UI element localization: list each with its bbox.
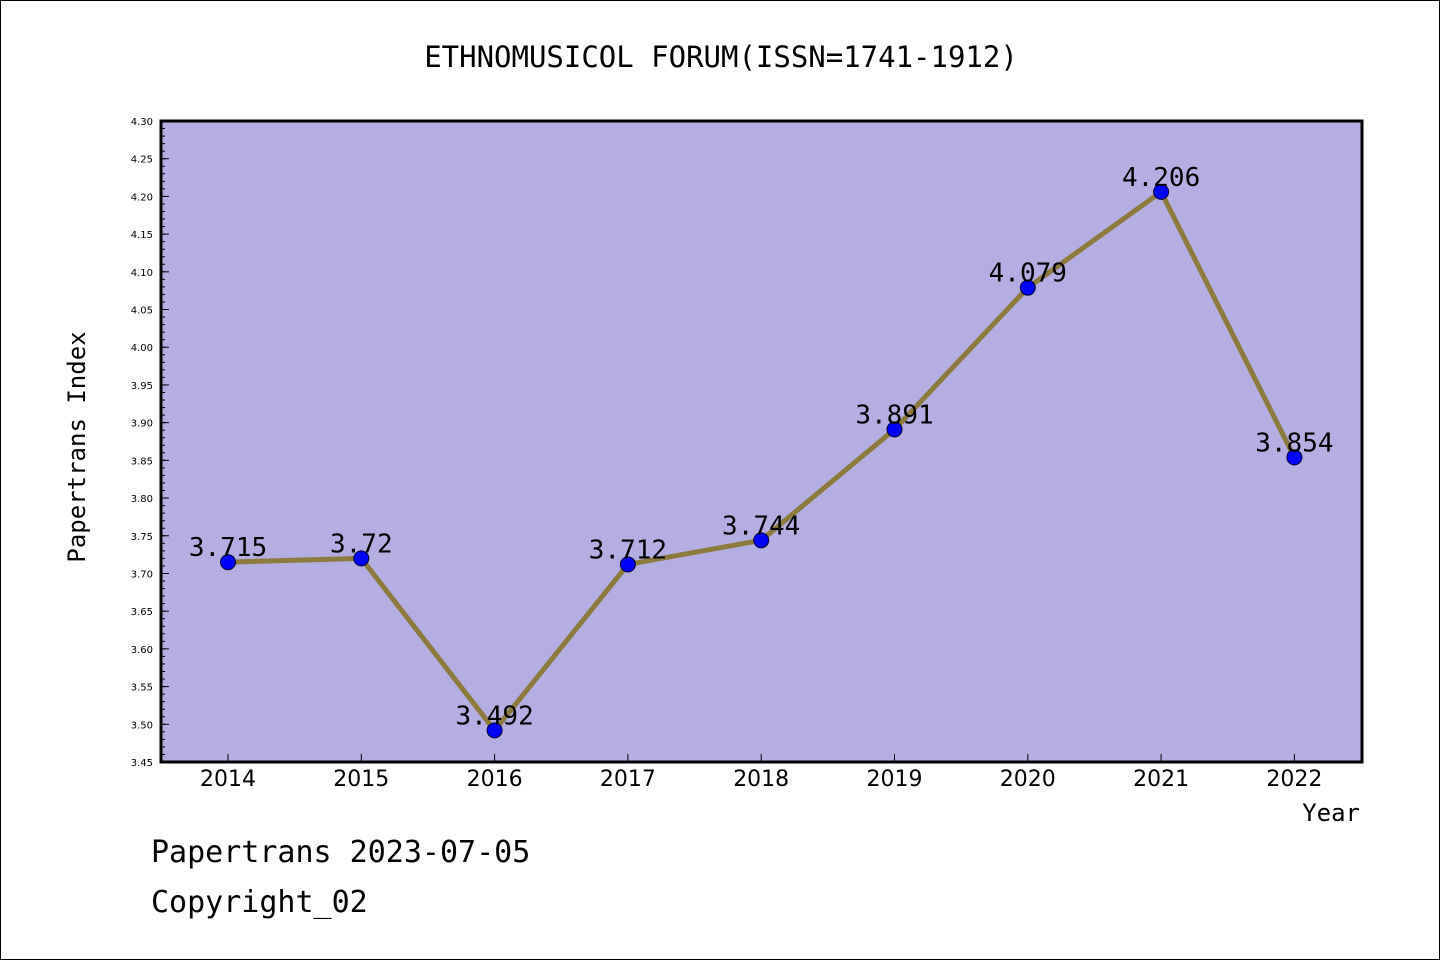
data-point	[1019, 279, 1036, 296]
data-label: 3.72	[330, 529, 393, 559]
data-point	[353, 550, 370, 567]
y-tick-label: 3.95	[131, 381, 153, 392]
data-label: 3.744	[722, 511, 800, 541]
y-tick-label: 3.60	[131, 645, 153, 656]
data-label: 4.079	[989, 259, 1067, 289]
y-tick-label: 4.25	[131, 155, 153, 166]
data-label: 3.492	[455, 701, 533, 731]
data-label: 3.854	[1255, 428, 1333, 458]
y-tick-label: 4.10	[131, 268, 153, 279]
footer-date-text: Papertrans 2023-07-05	[151, 835, 531, 870]
y-tick-label: 3.85	[131, 456, 153, 467]
x-tick-label: 2019	[867, 767, 923, 792]
plot-area	[159, 119, 1364, 764]
y-tick-label: 3.75	[131, 532, 153, 543]
footer-copyright-text: Copyright_02	[151, 885, 368, 920]
y-tick-label: 3.65	[131, 607, 153, 618]
data-point	[1286, 449, 1303, 466]
x-tick-label: 2022	[1266, 767, 1322, 792]
y-tick-label: 3.50	[131, 720, 153, 731]
x-tick-label: 2015	[333, 767, 389, 792]
data-point	[753, 532, 770, 549]
y-axis: 3.45 3.50 3.55 3.60 3.65 3.70 3.75 3.80 3.85 3.90…	[131, 117, 169, 769]
data-label: 3.712	[589, 535, 667, 565]
x-tick-label: 2014	[200, 767, 256, 792]
data-point	[886, 421, 903, 438]
y-tick-label: 4.30	[131, 117, 153, 128]
x-tick-label: 2017	[600, 767, 656, 792]
data-point	[220, 554, 236, 571]
y-tick-label: 3.90	[131, 419, 153, 430]
data-label: 3.891	[855, 400, 933, 430]
x-tick-label: 2021	[1133, 767, 1189, 792]
y-tick-label: 4.20	[131, 192, 153, 203]
x-tick-label: 2018	[733, 767, 789, 792]
y-axis-label: Papertrans Index	[63, 331, 91, 562]
x-axis: 2014 2015 2016 2017 2018 2019 2020 2021 2022	[200, 754, 1322, 792]
y-tick-label: 3.80	[131, 494, 153, 505]
series-group	[220, 183, 1303, 739]
y-tick-label: 4.15	[131, 230, 153, 241]
y-tick-label: 4.00	[131, 343, 153, 354]
data-point	[486, 722, 503, 739]
y-tick-label: 4.05	[131, 306, 153, 317]
y-tick-label: 3.45	[131, 758, 153, 769]
data-point	[1153, 183, 1170, 200]
data-labels: 3.715 3.72 3.492 3.712 3.744 3.891 4.079 4.206 3…	[189, 163, 1334, 731]
x-tick-label: 2016	[467, 767, 523, 792]
data-label: 4.206	[1122, 163, 1200, 193]
data-point	[619, 556, 636, 573]
data-label: 3.715	[189, 533, 267, 563]
chart-title: ETHNOMUSICOL FORUM(ISSN=1741-1912)	[424, 40, 1018, 74]
y-tick-label: 3.55	[131, 683, 153, 694]
x-tick-label: 2020	[1000, 767, 1056, 792]
x-axis-label: Year	[1302, 799, 1360, 827]
y-tick-label: 3.70	[131, 569, 153, 580]
